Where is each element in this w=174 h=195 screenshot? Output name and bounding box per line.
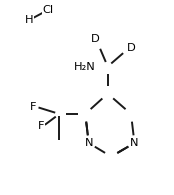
Text: H₂N: H₂N [74, 61, 95, 72]
Text: H: H [25, 15, 33, 25]
Text: N: N [130, 138, 139, 148]
Text: F: F [30, 102, 37, 112]
Text: D: D [127, 43, 136, 53]
Text: F: F [38, 121, 45, 131]
Text: D: D [91, 34, 100, 44]
Text: Cl: Cl [43, 5, 54, 15]
Text: N: N [84, 138, 93, 148]
